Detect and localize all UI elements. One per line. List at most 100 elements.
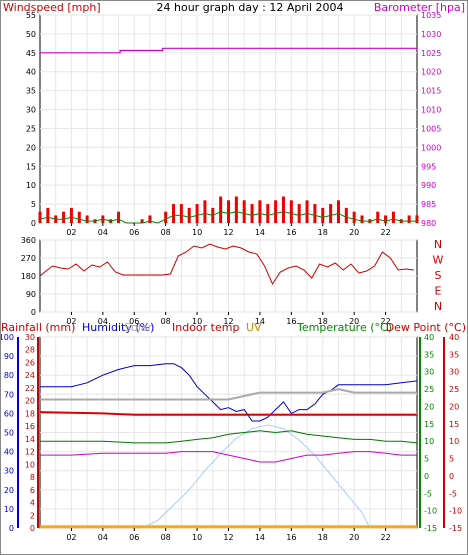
dewpoint-axis-label: Dew Point (°C) [386,321,466,334]
x-tick-label: 22 [380,228,390,237]
x-tick-label: 20 [349,317,359,326]
humidity-tick-label: 10 [4,505,14,514]
barometer-tick-label: 985 [421,200,436,209]
x-tick-label: 10 [192,228,202,237]
windspeed-tick-label: 30 [26,106,36,115]
rainfall-tick-label: 28 [25,346,35,355]
barometer-tick-label: 1015 [421,87,441,96]
panel-direction-grid [40,239,417,313]
humidity-tick-label: 40 [4,448,14,457]
temperature-tick-label: 40 [424,333,434,342]
x-tick-label: 10 [192,533,202,542]
x-tick-label: 02 [66,228,76,237]
humidity-tick-label: 80 [4,371,14,380]
humidity-axis-label: Humidity (%) [82,321,154,334]
panel-temp-series [39,363,418,529]
x-tick-label: 22 [380,533,390,542]
chart-title: 24 hour graph day : 12 April 2004 [157,1,344,14]
windspeed-tick-label: 10 [26,181,36,190]
dewpoint-tick-label: -5 [449,489,457,498]
x-tick-label: 16 [286,533,296,542]
x-tick-label: 04 [98,533,108,542]
temperature-tick-label: 15 [424,420,434,429]
barometer-tick-label: 980 [421,219,436,228]
dewpoint-tick-label: 15 [449,420,459,429]
humidity-tick-label: 0 [9,524,14,533]
rainfall-tick-label: 0 [30,524,35,533]
compass-label: W [433,254,444,267]
temperature-tick-label: -10 [424,507,437,516]
x-tick-label: 20 [349,533,359,542]
rainfall-tick-label: 4 [30,499,35,508]
x-tick-label: 16 [286,317,296,326]
temperature-tick-label: 20 [424,402,434,411]
x-tick-label: 06 [129,317,139,326]
rainfall-tick-label: 18 [25,409,35,418]
dewpoint-tick-label: 25 [449,385,459,394]
barometer-tick-label: 1020 [421,68,441,77]
solar-label: Solar [124,321,153,334]
indoor-temp-label: Indoor temp [172,321,239,334]
humidity-tick-label: 50 [4,429,14,438]
windspeed-tick-label: 35 [26,87,36,96]
panel-temp-ticks: 0102030405060708090100024681012141618202… [0,333,462,542]
solar-line [40,424,417,529]
humidity-tick-label: 70 [4,390,14,399]
rainfall-tick-label: 20 [25,397,35,406]
rainfall-tick-label: 24 [25,371,35,380]
rainfall-tick-label: 26 [25,358,35,367]
barometer-tick-label: 1030 [421,30,441,39]
humidity-tick-label: 100 [0,333,14,342]
x-tick-label: 14 [255,228,265,237]
dewpoint-tick-label: -10 [449,507,462,516]
dewpoint-tick-label: 10 [449,437,459,446]
humidity-tick-label: 20 [4,486,14,495]
direction-tick-label: 90 [26,290,36,299]
windspeed-tick-label: 45 [26,49,36,58]
rainfall-tick-label: 2 [30,511,35,520]
barometer-tick-label: 1000 [421,143,441,152]
barometer-axis-label: Barometer [hpa] [374,1,465,14]
dewpoint-tick-label: 20 [449,402,459,411]
dewpoint-tick-label: 5 [449,455,454,464]
rainfall-tick-label: 12 [25,448,35,457]
humidity-tick-label: 90 [4,352,14,361]
temperature-line [40,430,418,444]
x-tick-label: 04 [98,317,108,326]
x-tick-label: 14 [255,533,265,542]
x-tick-label: 16 [286,228,296,237]
dewpoint-tick-label: 30 [449,368,459,377]
temperature-tick-label: -5 [424,489,432,498]
windspeed-axis-label: Windspeed [mph] [3,1,101,14]
x-tick-label: 08 [161,533,171,542]
indoor_temp-line [40,388,417,401]
direction-tick-label: 0 [31,308,36,317]
x-tick-label: 02 [66,317,76,326]
windspeed-tick-label: 50 [26,30,36,39]
rainfall-tick-label: 22 [25,384,35,393]
rainfall-tick-label: 14 [25,435,35,444]
windspeed-tick-label: 0 [31,219,36,228]
panel-temp-grid [40,336,417,529]
panel-wind-ticks: 0510152025303540455055980985990995100010… [26,11,442,237]
x-tick-label: 06 [129,228,139,237]
windspeed-tick-label: 25 [26,124,36,133]
panel-wind-series [38,47,419,224]
temperature-tick-label: 35 [424,350,434,359]
panel-wind-grid [40,14,417,224]
temperature-tick-label: 10 [424,437,434,446]
barometer-tick-label: 1005 [421,124,441,133]
temperature-axis-label: Temperature (°C) [296,321,392,334]
rainfall-tick-label: 16 [25,422,35,431]
dewpoint-tick-label: -15 [449,524,462,533]
rainfall-tick-label: 6 [30,486,35,495]
average-line [39,211,417,224]
compass-label: S [435,269,442,282]
temperature-tick-label: 30 [424,368,434,377]
x-tick-label: 12 [223,533,233,542]
barometer-tick-label: 1025 [421,49,441,58]
temperature-tick-label: 25 [424,385,434,394]
barometer-tick-label: 990 [421,181,436,190]
